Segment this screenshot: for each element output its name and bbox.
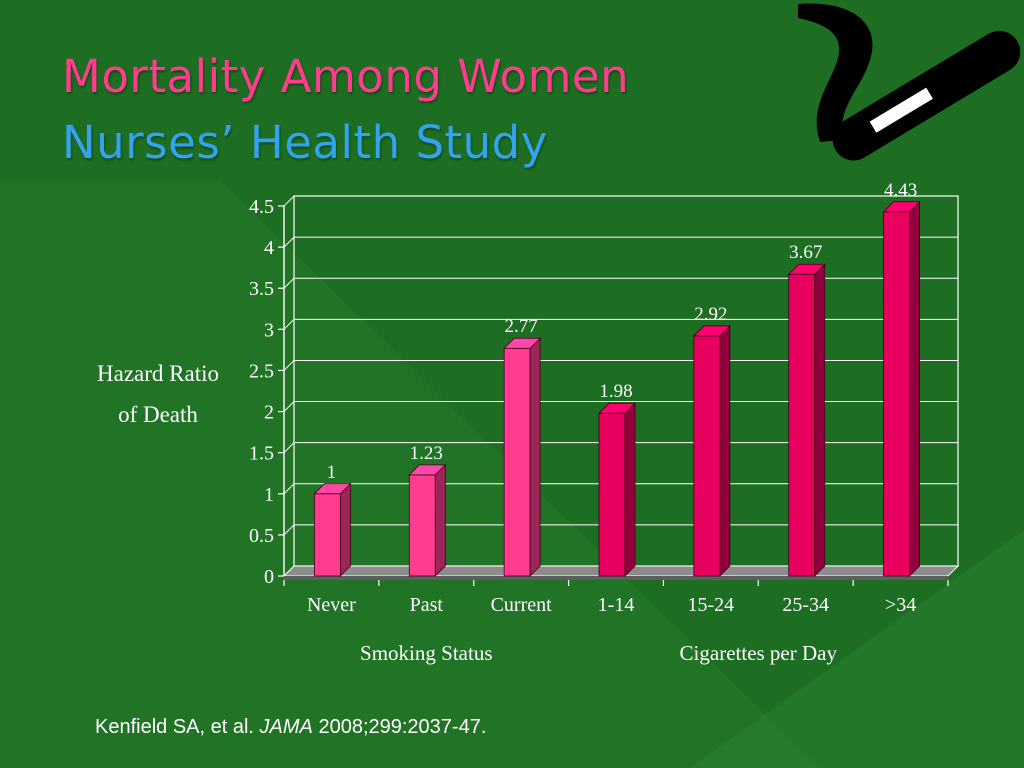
bar-top (598, 402, 636, 414)
bar-front (788, 273, 816, 577)
y-axis: 0 0.5 1 1.5 2 2.5 3 3.5 4 4.5 (249, 196, 284, 588)
slide-subtitle: Nurses’ Health Study (62, 116, 548, 169)
gridline (283, 318, 958, 330)
bar-side (719, 324, 731, 577)
y-tick-label: 3.5 (249, 278, 274, 300)
bar-side (529, 337, 541, 577)
y-tick-label: 0.5 (249, 525, 274, 547)
citation-authors: Kenfield SA, et al. (95, 716, 260, 738)
y-axis-title: Hazard Ratio of Death (60, 353, 256, 435)
category-groups: Smoking Status Cigarettes per Day (360, 641, 837, 665)
category-group-label: Cigarettes per Day (680, 641, 838, 665)
gridline (283, 195, 958, 207)
gridline (283, 277, 958, 289)
bar-side (434, 463, 446, 577)
gridline (283, 524, 958, 536)
no-smoking-cigarette-icon (798, 3, 1021, 161)
bar (692, 324, 731, 577)
y-tick-label: 2 (264, 402, 274, 424)
bar-front (598, 412, 626, 577)
y-tick-label: 4 (264, 237, 274, 259)
data-label: 4.43 (884, 180, 917, 201)
bar (787, 263, 826, 577)
x-tick-label: Never (307, 594, 356, 616)
bar-top (503, 337, 542, 349)
bar-front (408, 474, 436, 577)
y-tick-label: 1.5 (249, 443, 274, 465)
bars: 1 1.23 2.77 1.98 2.92 3.67 4.43 (313, 180, 921, 577)
bar-top (313, 483, 352, 495)
bar (598, 402, 636, 577)
bar-top (882, 201, 921, 213)
bar-front (314, 493, 341, 577)
gridline (283, 483, 958, 495)
y-tick-label: 1 (264, 484, 274, 506)
y-tick-label: 0 (264, 566, 274, 588)
gridline (283, 359, 958, 371)
x-tick-label: 1-14 (598, 594, 635, 616)
data-label: 1.23 (410, 443, 443, 464)
data-label: 1 (327, 462, 337, 483)
bar (313, 482, 352, 577)
bar-front (693, 335, 721, 577)
x-tick-label: Past (410, 594, 444, 616)
bar-side (814, 263, 826, 577)
data-label: 3.67 (789, 242, 822, 263)
bar (882, 200, 921, 577)
citation-details: 2008;299:2037-47. (312, 716, 487, 738)
bar-top (408, 464, 447, 476)
category-group-label: Smoking Status (360, 641, 492, 665)
gridline (283, 401, 958, 412)
y-tick-label: 4.5 (249, 196, 274, 218)
slide-title: Mortality Among Women (62, 50, 630, 103)
y-axis-title-line-2: of Death (118, 402, 198, 427)
y-tick-label: 3 (264, 319, 274, 341)
y-axis-title-line-1: Hazard Ratio (97, 361, 219, 386)
citation-journal: JAMA (259, 716, 313, 738)
data-label: 2.92 (694, 304, 727, 325)
gridline (283, 236, 958, 248)
data-label: 1.98 (599, 381, 632, 402)
bar (408, 463, 447, 577)
data-label: 2.77 (505, 316, 538, 337)
floor-front (284, 576, 948, 580)
bar-front (883, 211, 910, 577)
x-axis: Never Past Current 1-14 15-24 25-34 >34 (283, 580, 949, 616)
citation: Kenfield SA, et al. JAMA 2008;299:2037-4… (95, 716, 486, 739)
y-tick-label: 2.5 (249, 360, 274, 382)
bar-top (692, 325, 731, 337)
bar-side (340, 482, 351, 577)
gridline (283, 442, 958, 454)
bar-side (909, 200, 920, 577)
x-tick-label: 25-34 (782, 594, 829, 616)
x-tick-label: >34 (885, 594, 916, 616)
bar-top (787, 263, 826, 275)
bar (503, 337, 542, 577)
x-tick-label: 15-24 (688, 594, 735, 616)
bar-front (503, 347, 531, 577)
x-tick-label: Current (491, 594, 553, 616)
bar-side (624, 402, 636, 577)
